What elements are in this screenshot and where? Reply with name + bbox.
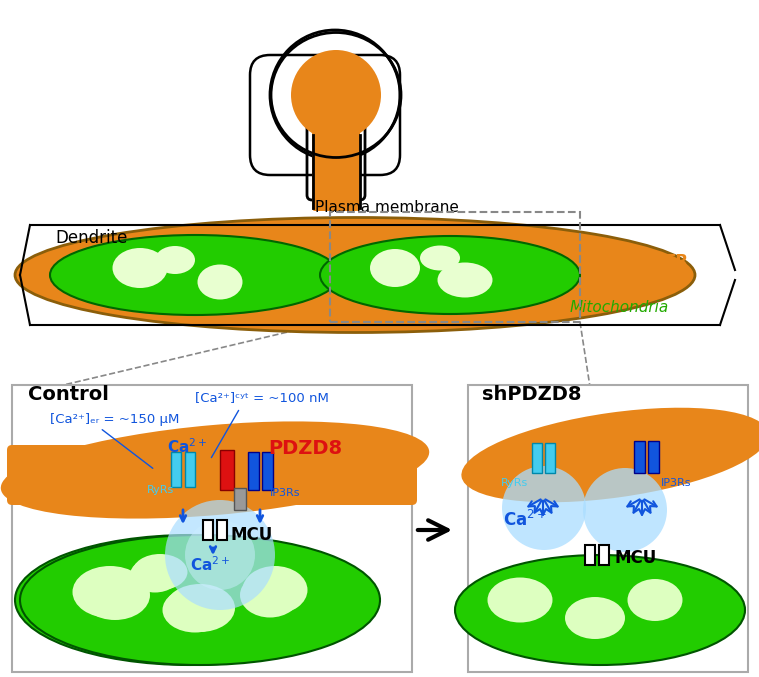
- Ellipse shape: [15, 217, 695, 332]
- Text: MCU: MCU: [614, 549, 657, 567]
- Ellipse shape: [155, 246, 195, 274]
- FancyBboxPatch shape: [248, 452, 259, 490]
- Ellipse shape: [370, 249, 420, 287]
- FancyBboxPatch shape: [7, 445, 417, 505]
- Ellipse shape: [165, 584, 235, 632]
- Ellipse shape: [50, 235, 340, 315]
- FancyBboxPatch shape: [217, 520, 227, 540]
- Text: shPDZD8: shPDZD8: [482, 385, 581, 404]
- Ellipse shape: [420, 246, 460, 271]
- Ellipse shape: [162, 588, 228, 632]
- Text: IP3Rs: IP3Rs: [270, 488, 301, 498]
- Ellipse shape: [291, 50, 381, 140]
- FancyBboxPatch shape: [185, 452, 195, 487]
- FancyBboxPatch shape: [634, 441, 645, 473]
- Ellipse shape: [240, 573, 300, 617]
- Text: ER: ER: [715, 445, 737, 460]
- Ellipse shape: [565, 597, 625, 639]
- FancyBboxPatch shape: [220, 450, 234, 490]
- Text: Control: Control: [28, 385, 109, 404]
- Ellipse shape: [112, 248, 168, 288]
- FancyBboxPatch shape: [234, 488, 246, 510]
- Text: ER: ER: [360, 479, 382, 494]
- Ellipse shape: [461, 408, 759, 502]
- FancyBboxPatch shape: [599, 545, 609, 565]
- FancyBboxPatch shape: [312, 130, 360, 211]
- Ellipse shape: [20, 535, 380, 665]
- Ellipse shape: [130, 557, 180, 592]
- Ellipse shape: [65, 550, 365, 630]
- Ellipse shape: [455, 555, 745, 665]
- Text: Mitochondria: Mitochondria: [570, 301, 669, 315]
- Text: IP3Rs: IP3Rs: [661, 478, 691, 488]
- Text: PDZD8: PDZD8: [268, 439, 342, 458]
- FancyBboxPatch shape: [12, 385, 412, 672]
- Ellipse shape: [320, 236, 580, 314]
- Circle shape: [583, 468, 667, 552]
- FancyBboxPatch shape: [585, 545, 595, 565]
- Text: RyRs: RyRs: [146, 485, 174, 495]
- FancyBboxPatch shape: [648, 441, 659, 473]
- FancyBboxPatch shape: [532, 443, 542, 473]
- Text: Ca$^{2+}$: Ca$^{2+}$: [190, 556, 230, 574]
- Text: RyRs: RyRs: [501, 478, 528, 488]
- FancyBboxPatch shape: [545, 443, 555, 473]
- FancyBboxPatch shape: [171, 452, 181, 487]
- Text: Plasma membrane: Plasma membrane: [315, 200, 459, 215]
- Text: [Ca²⁺]ₑᵣ = ~150 μM: [Ca²⁺]ₑᵣ = ~150 μM: [50, 414, 179, 427]
- Text: [Ca²⁺]ᶜʸᵗ = ~100 nM: [Ca²⁺]ᶜʸᵗ = ~100 nM: [195, 391, 329, 404]
- FancyBboxPatch shape: [468, 385, 748, 672]
- Ellipse shape: [242, 566, 307, 614]
- Ellipse shape: [628, 579, 682, 621]
- Ellipse shape: [80, 570, 150, 620]
- Ellipse shape: [1, 421, 430, 519]
- Text: Dendrite: Dendrite: [55, 229, 128, 247]
- Ellipse shape: [197, 265, 242, 299]
- FancyBboxPatch shape: [203, 520, 213, 540]
- Circle shape: [165, 500, 275, 610]
- Ellipse shape: [73, 566, 147, 618]
- Circle shape: [185, 520, 255, 590]
- Text: ER: ER: [665, 253, 689, 271]
- Ellipse shape: [437, 263, 493, 297]
- Text: MCU: MCU: [230, 526, 272, 544]
- Text: Ca$^{2+}$: Ca$^{2+}$: [167, 437, 207, 456]
- FancyBboxPatch shape: [262, 452, 273, 490]
- Ellipse shape: [133, 554, 187, 590]
- Circle shape: [502, 466, 586, 550]
- Ellipse shape: [487, 577, 553, 622]
- Ellipse shape: [15, 535, 365, 665]
- Text: Ca$^{2+}$: Ca$^{2+}$: [503, 510, 546, 530]
